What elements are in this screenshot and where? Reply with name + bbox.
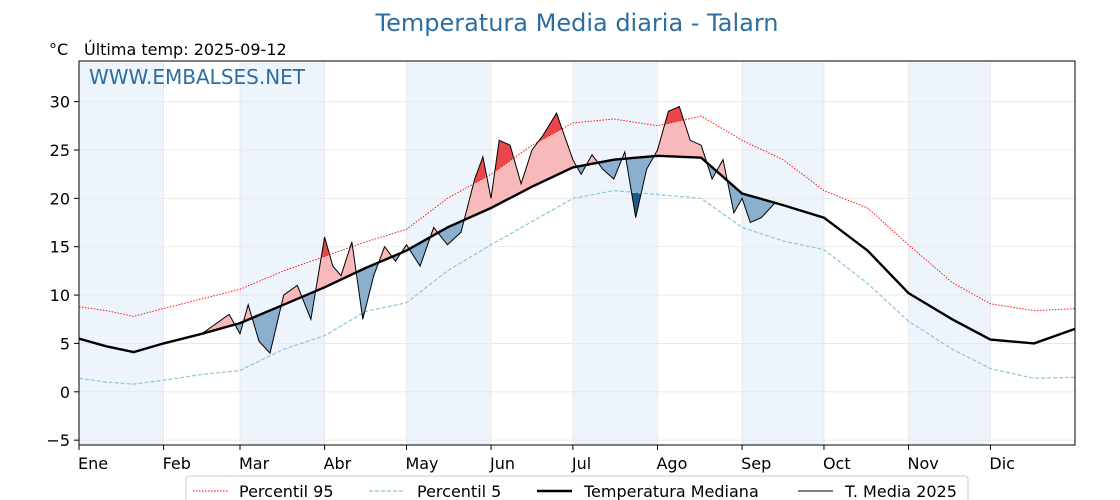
x-tick-label: Dic	[989, 454, 1015, 473]
month-band	[239, 61, 325, 445]
month-band	[79, 61, 164, 445]
month-band	[742, 61, 824, 445]
y-tick-label: 10	[50, 286, 70, 305]
x-axis: Ene Feb Mar Abr May Jun Jul Ago Sep Oct Nov Dic	[78, 445, 1015, 473]
x-tick-label: May	[405, 454, 438, 473]
month-bands	[79, 61, 991, 445]
watermark: WWW.EMBALSES.NET	[89, 65, 306, 89]
x-tick-label: Oct	[823, 454, 851, 473]
unit-label: °C	[49, 40, 68, 59]
x-tick-label: Jun	[489, 454, 515, 473]
legend-label-median: Temperatura Mediana	[583, 482, 759, 500]
anomaly-fills	[203, 106, 775, 354]
legend: Percentil 95 Percentil 5 Temperatura Med…	[185, 475, 969, 500]
legend-box	[185, 475, 969, 500]
x-tick-label: Ago	[656, 454, 687, 473]
legend-label-p95: Percentil 95	[239, 482, 334, 500]
legend-label-p5: Percentil 5	[417, 482, 501, 500]
chart-title: Temperatura Media diaria - Talarn	[374, 9, 778, 37]
plot-frame	[78, 60, 1076, 446]
y-tick-label: 15	[50, 238, 70, 257]
y-tick-label: 0	[60, 383, 70, 402]
x-tick-label: Sep	[741, 454, 771, 473]
x-tick-label: Mar	[239, 454, 270, 473]
y-tick-label: 5	[60, 334, 70, 353]
series-line-p5	[78, 189, 1076, 385]
y-tick-label: 30	[50, 93, 70, 112]
series-lines	[78, 105, 1076, 385]
x-tick-label: Ene	[78, 454, 108, 473]
above-median-fill	[203, 106, 728, 334]
series-line-median	[78, 154, 1076, 354]
month-band	[908, 61, 991, 445]
y-axis: −5 0 5 10 15 20 25 30	[46, 93, 79, 450]
x-tick-label: Abr	[324, 454, 352, 473]
legend-label-year: T. Media 2025	[844, 482, 957, 500]
x-tick-label: Jul	[571, 454, 591, 473]
month-band	[572, 61, 658, 445]
series-line-p95	[78, 115, 1076, 317]
y-tick-label: 20	[50, 189, 70, 208]
y-tick-label: −5	[46, 431, 70, 450]
last-temp-label: Última temp: 2025-09-12	[84, 40, 287, 59]
y-tick-label: 25	[50, 141, 70, 160]
series-line-2025	[78, 105, 776, 355]
x-tick-label: Nov	[908, 454, 939, 473]
x-tick-label: Feb	[163, 454, 191, 473]
